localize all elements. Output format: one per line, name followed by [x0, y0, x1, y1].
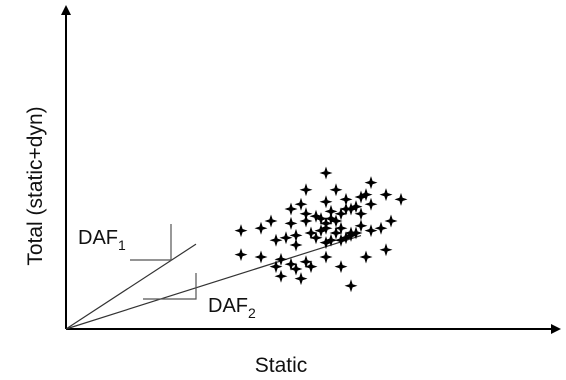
daf2-label-main: DAF	[208, 295, 248, 317]
data-point	[330, 183, 343, 196]
data-point	[385, 215, 398, 228]
data-point	[345, 279, 358, 292]
data-point	[380, 188, 393, 201]
y-axis-label: Total (static+dyn)	[24, 106, 47, 265]
daf1-label-main: DAF	[78, 227, 118, 249]
data-point	[360, 251, 373, 264]
data-points	[235, 167, 408, 293]
data-point	[365, 176, 378, 189]
daf1-label: DAF1	[78, 227, 126, 253]
daf2-label: DAF2	[208, 295, 256, 321]
daf1-label-sub: 1	[118, 237, 126, 253]
daf1-line	[66, 244, 196, 329]
data-point	[300, 183, 313, 196]
data-point	[280, 231, 293, 244]
data-point	[255, 222, 268, 235]
daf1-slope-triangle	[130, 224, 171, 260]
data-point	[320, 251, 333, 264]
data-point	[265, 215, 278, 228]
data-point	[235, 224, 248, 237]
data-point	[395, 193, 408, 206]
data-point	[235, 248, 248, 261]
data-point	[255, 251, 268, 264]
data-point	[335, 260, 348, 273]
data-point	[290, 239, 303, 252]
daf2-label-sub: 2	[248, 305, 256, 321]
data-point	[320, 167, 333, 180]
data-point	[380, 243, 393, 256]
data-point	[270, 234, 283, 247]
daf2-slope-triangle	[143, 273, 196, 299]
data-point	[375, 222, 388, 235]
data-point	[285, 217, 298, 230]
x-axis-label: Static	[255, 354, 308, 377]
